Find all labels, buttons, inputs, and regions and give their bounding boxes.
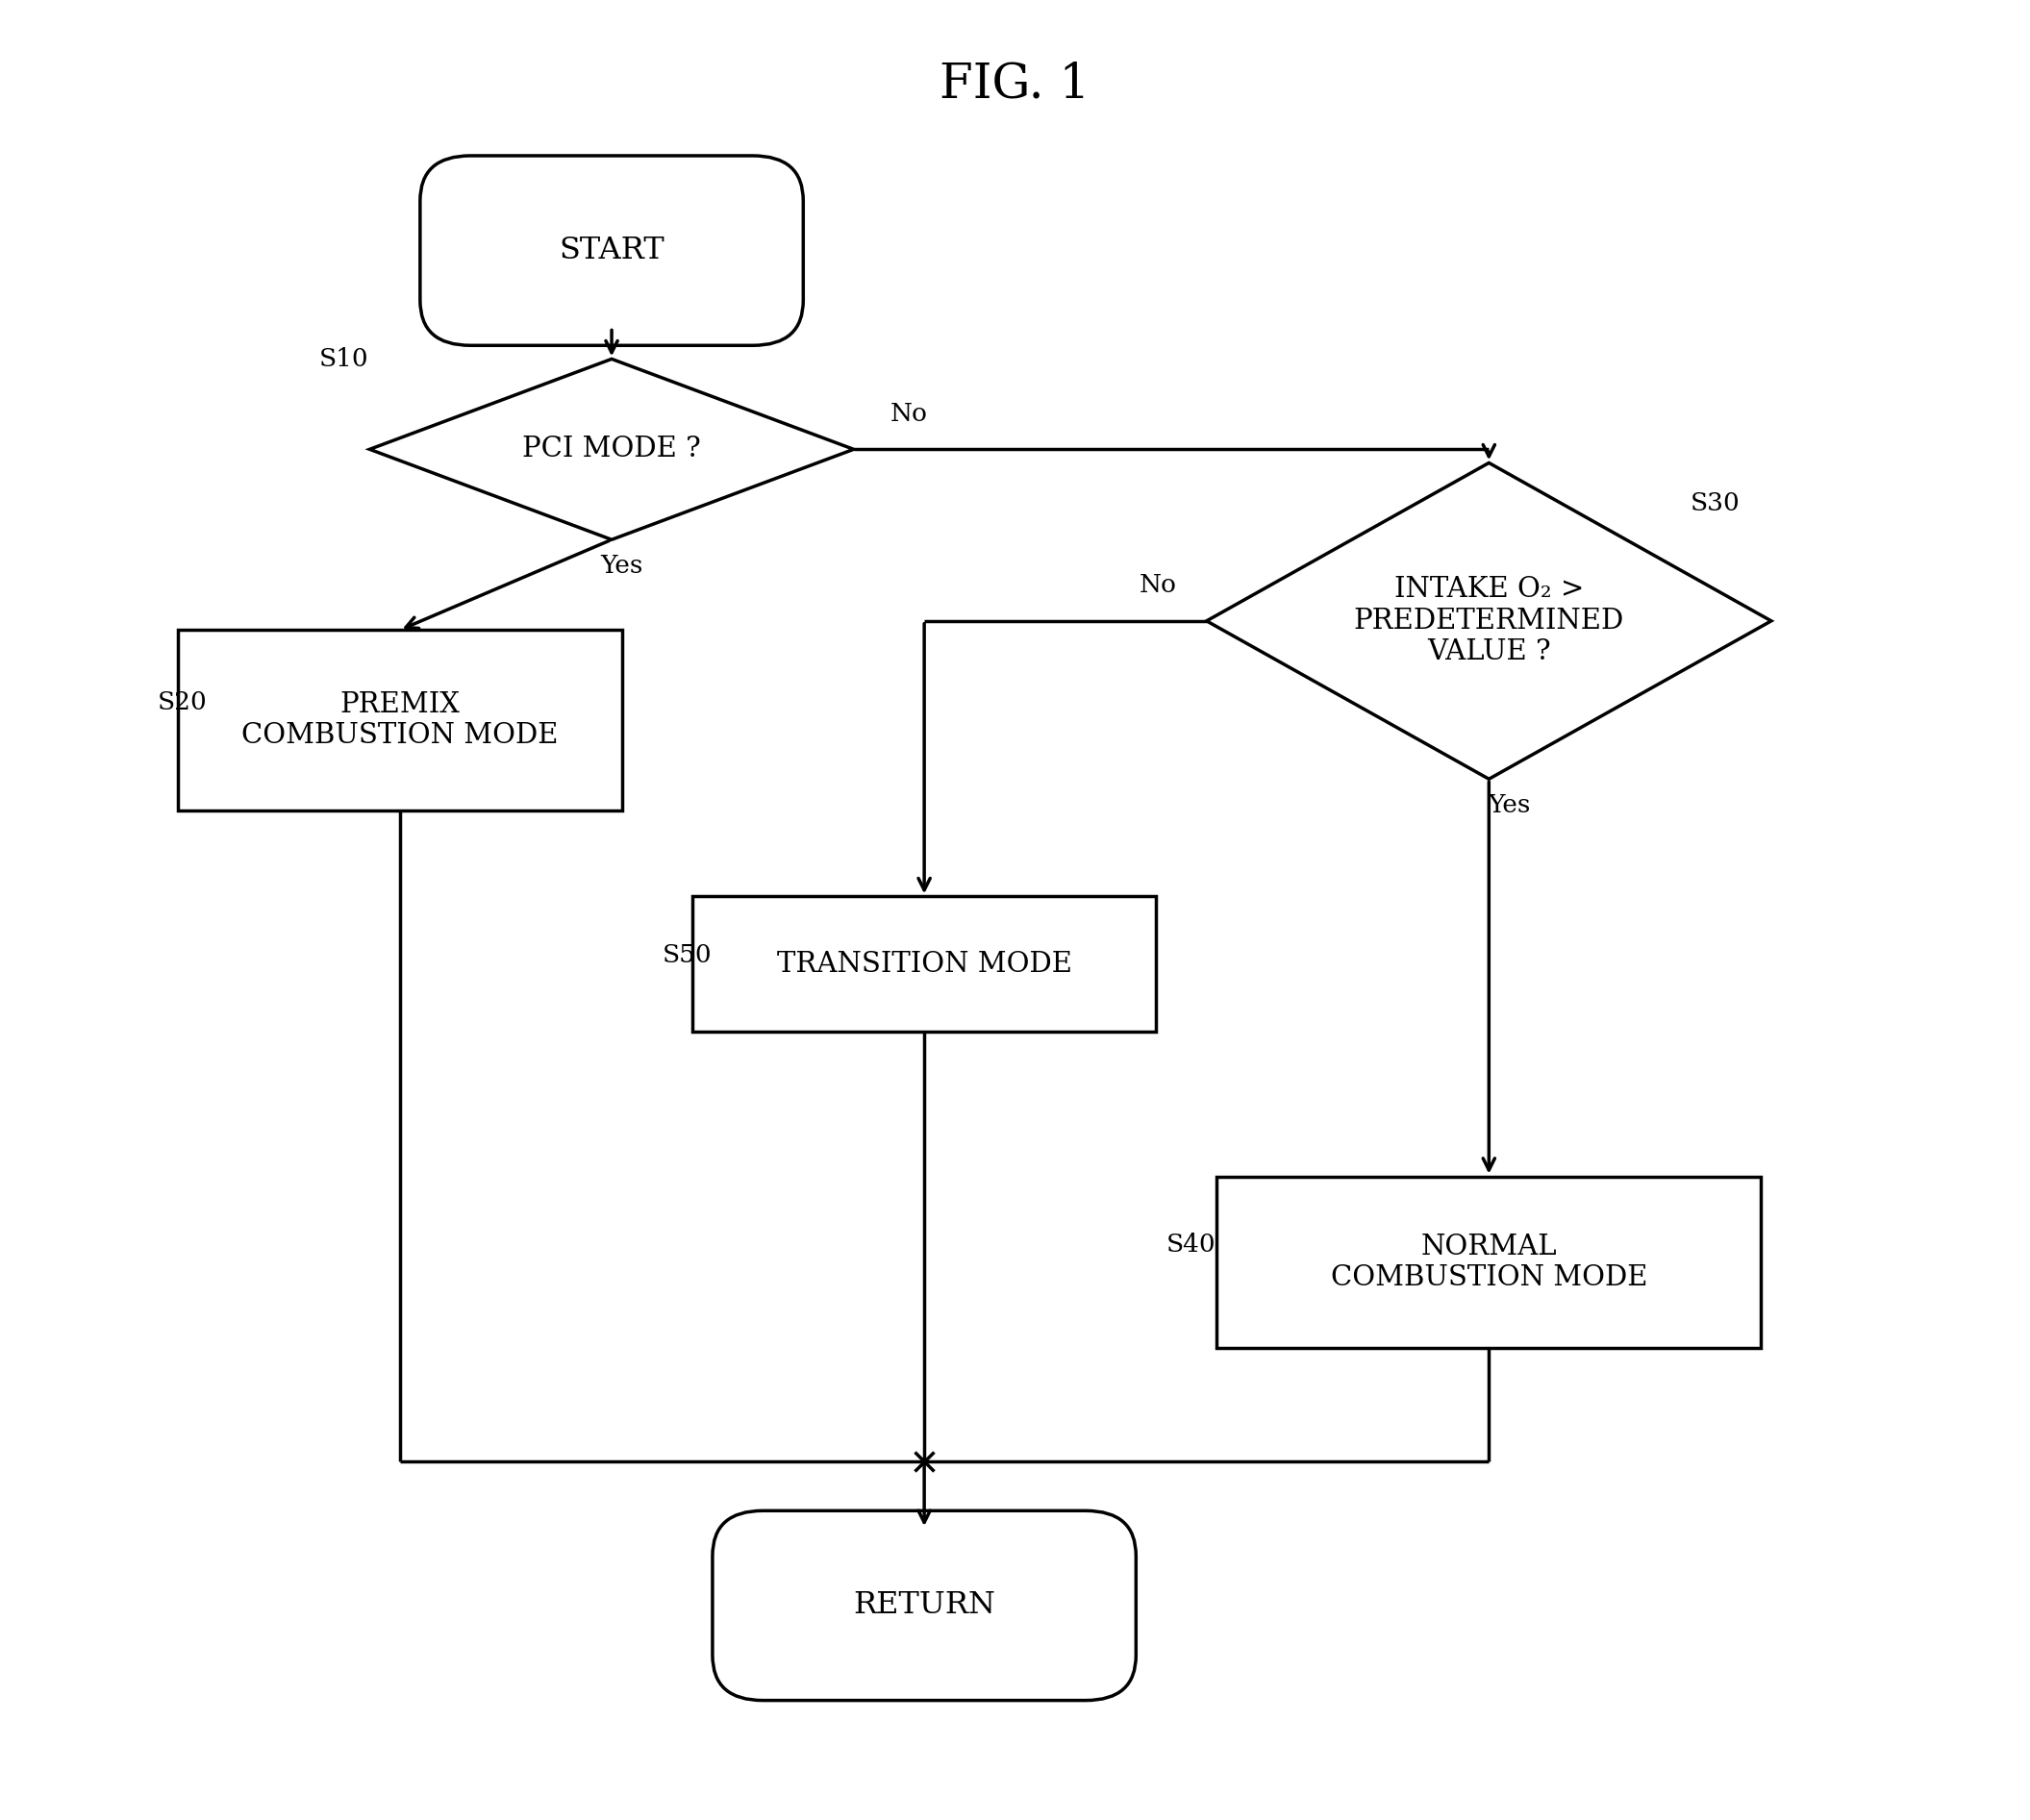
FancyBboxPatch shape bbox=[420, 157, 804, 346]
Text: S50: S50 bbox=[662, 943, 713, 966]
Text: S40: S40 bbox=[1167, 1232, 1216, 1256]
Polygon shape bbox=[1206, 462, 1772, 779]
Bar bbox=[1216, 1176, 1762, 1349]
FancyBboxPatch shape bbox=[713, 1511, 1137, 1700]
Polygon shape bbox=[369, 359, 855, 541]
Text: S10: S10 bbox=[319, 348, 369, 371]
Text: START: START bbox=[558, 235, 664, 266]
Text: RETURN: RETURN bbox=[853, 1591, 995, 1620]
Text: No: No bbox=[1139, 573, 1175, 597]
Text: INTAKE O₂ >
PREDETERMINED
VALUE ?: INTAKE O₂ > PREDETERMINED VALUE ? bbox=[1354, 577, 1624, 666]
Text: TRANSITION MODE: TRANSITION MODE bbox=[777, 950, 1072, 977]
Text: S30: S30 bbox=[1691, 491, 1740, 515]
Text: NORMAL
COMBUSTION MODE: NORMAL COMBUSTION MODE bbox=[1330, 1234, 1646, 1292]
Bar bbox=[179, 630, 621, 810]
Text: FIG. 1: FIG. 1 bbox=[940, 60, 1090, 109]
Text: S20: S20 bbox=[158, 690, 207, 713]
Text: Yes: Yes bbox=[601, 553, 644, 579]
Text: No: No bbox=[889, 402, 928, 426]
Text: PREMIX
COMBUSTION MODE: PREMIX COMBUSTION MODE bbox=[242, 692, 558, 750]
Text: PCI MODE ?: PCI MODE ? bbox=[522, 435, 700, 462]
Bar bbox=[692, 897, 1157, 1032]
Text: Yes: Yes bbox=[1488, 794, 1531, 817]
